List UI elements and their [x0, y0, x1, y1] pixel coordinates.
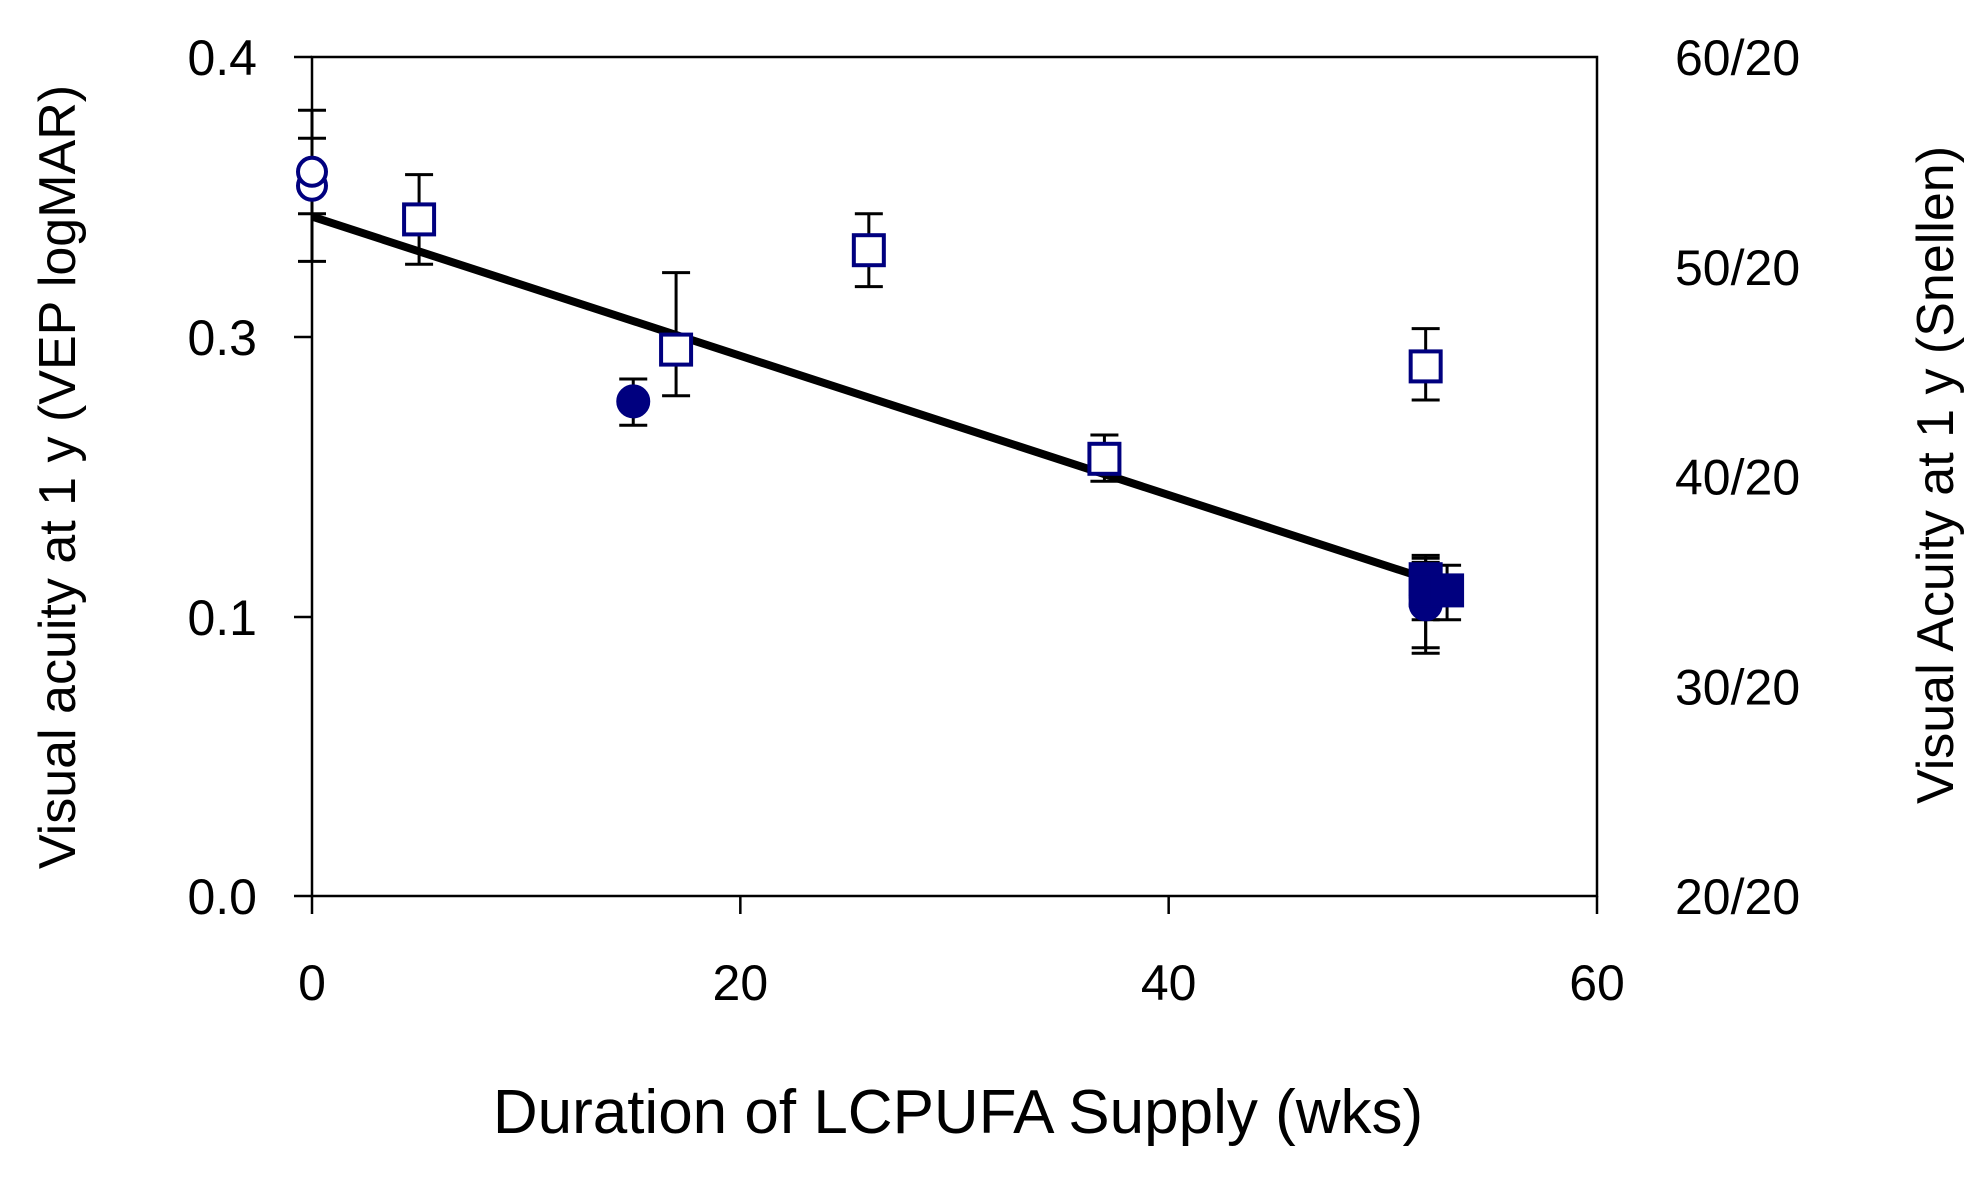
y-axis-right-title: Visual Acuity at 1 y (Snellen) — [1907, 146, 1965, 804]
x-axis: 0 20 40 60 — [298, 896, 1625, 1011]
y-axis-right: 20/20 30/20 40/20 50/20 60/20 — [1675, 30, 1800, 925]
data-point-filled-square — [1430, 573, 1465, 608]
x-axis-title: Duration of LCPUFA Supply (wks) — [493, 1078, 1423, 1147]
data-point-open-square — [402, 202, 437, 237]
x-tick-label: 60 — [1569, 955, 1625, 1011]
data-point-open-square — [851, 233, 886, 268]
data-point-open-square — [659, 332, 694, 367]
y-right-tick-label: 30/20 — [1675, 659, 1800, 715]
x-tick-label: 0 — [298, 955, 326, 1011]
data-point-open-square — [1408, 349, 1443, 384]
errorbar-layer — [298, 108, 1462, 655]
y-axis-title: Visual acuity at 1 y (VEP logMAR) — [29, 85, 87, 869]
data-point-open-circle — [296, 155, 328, 188]
y-tick-label: 0.0 — [187, 869, 257, 925]
regression-layer — [310, 212, 1438, 586]
y-axis: 0.0 0.1 0.3 0.4 — [187, 30, 312, 925]
x-tick-label: 40 — [1141, 955, 1197, 1011]
y-right-tick-label: 50/20 — [1675, 240, 1800, 296]
plot-frame — [310, 55, 1599, 898]
x-tick-label: 20 — [713, 955, 769, 1011]
y-tick-label: 0.4 — [187, 30, 257, 86]
regression-line — [310, 212, 1438, 586]
data-point-open-square — [1087, 441, 1122, 476]
marker-layer — [296, 155, 1465, 622]
data-point-filled-circle — [616, 384, 651, 419]
y-right-tick-label: 40/20 — [1675, 450, 1800, 506]
y-tick-label: 0.1 — [187, 590, 257, 646]
y-tick-label: 0.3 — [187, 310, 257, 366]
y-right-tick-label: 20/20 — [1675, 869, 1800, 925]
y-right-tick-label: 60/20 — [1675, 30, 1800, 86]
plot-area-border — [310, 55, 1599, 898]
